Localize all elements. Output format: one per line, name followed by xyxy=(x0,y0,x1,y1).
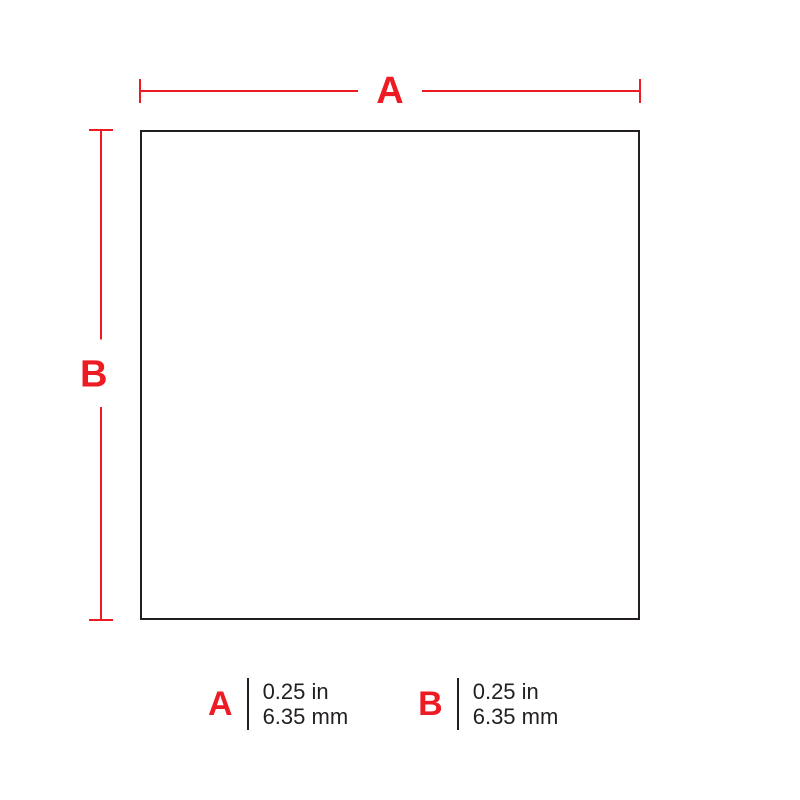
dimension-b: B xyxy=(100,130,102,620)
legend-b-inches: 0.25 in xyxy=(473,679,559,704)
legend-entry-a: A 0.25 in 6.35 mm xyxy=(208,678,348,730)
dimension-legend: A 0.25 in 6.35 mm B 0.25 in 6.35 mm xyxy=(208,678,558,730)
legend-a-inches: 0.25 in xyxy=(263,679,349,704)
dimension-a: A xyxy=(140,90,640,92)
dimension-b-label: B xyxy=(80,340,107,411)
dimension-a-line-left xyxy=(140,90,358,92)
legend-divider-icon xyxy=(247,678,249,730)
diagram-canvas: A B A 0.25 in 6.35 mm B 0.25 in 6.35 mm xyxy=(0,0,800,800)
dimension-a-cap-right-icon xyxy=(639,79,641,103)
legend-key-b: B xyxy=(418,685,443,724)
legend-a-mm: 6.35 mm xyxy=(263,704,349,729)
dimension-b-line-top xyxy=(100,130,102,343)
legend-values-b: 0.25 in 6.35 mm xyxy=(473,679,559,730)
square-outline xyxy=(140,130,640,620)
legend-b-mm: 6.35 mm xyxy=(473,704,559,729)
legend-divider-icon xyxy=(457,678,459,730)
dimension-b-cap-bottom-icon xyxy=(89,619,113,621)
dimension-a-line-right xyxy=(422,90,640,92)
legend-key-a: A xyxy=(208,685,233,724)
legend-values-a: 0.25 in 6.35 mm xyxy=(263,679,349,730)
legend-entry-b: B 0.25 in 6.35 mm xyxy=(418,678,558,730)
dimension-a-label: A xyxy=(362,70,417,113)
dimension-b-line-bottom xyxy=(100,407,102,620)
